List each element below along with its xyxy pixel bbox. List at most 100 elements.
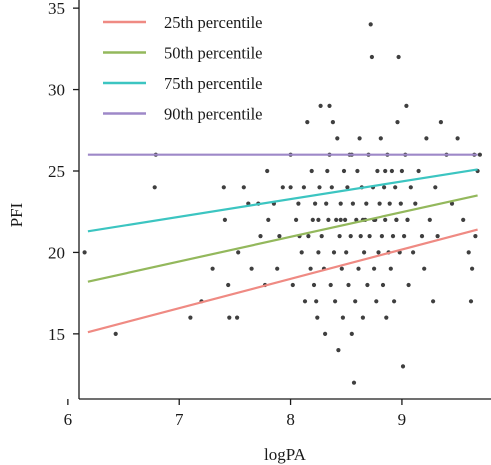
data-point	[394, 217, 399, 222]
data-point	[372, 266, 377, 271]
data-point	[353, 299, 358, 304]
y-tick-label: 20	[48, 243, 65, 262]
data-point	[346, 282, 351, 288]
data-point	[383, 217, 388, 222]
percentile-line-2	[87, 194, 478, 283]
data-point	[348, 234, 353, 239]
data-point	[318, 103, 323, 108]
data-point	[433, 185, 438, 190]
data-point	[344, 250, 349, 255]
data-point	[438, 120, 443, 125]
data-point	[466, 250, 471, 255]
data-point	[424, 136, 429, 141]
data-point	[301, 185, 306, 190]
y-tick-label: 30	[48, 81, 65, 100]
data-point	[188, 315, 193, 320]
data-point	[402, 234, 407, 239]
axis-ticks: 6 7 8 9 15 20 25 30 35	[48, 0, 406, 429]
data-point	[358, 234, 363, 239]
data-point	[294, 217, 299, 222]
data-point	[382, 185, 387, 190]
data-point	[367, 234, 372, 239]
data-point	[288, 185, 293, 190]
data-point	[419, 234, 425, 239]
data-point	[331, 250, 337, 255]
data-point	[323, 331, 328, 336]
data-point	[427, 217, 432, 222]
data-point	[316, 217, 321, 222]
data-point	[349, 331, 354, 336]
data-point	[305, 120, 310, 125]
data-point	[395, 120, 400, 125]
data-point	[339, 266, 344, 271]
data-point	[408, 185, 413, 190]
x-axis-title: logPA	[264, 445, 307, 464]
data-point	[341, 168, 347, 174]
data-point	[310, 217, 315, 222]
percentile-line-1	[87, 228, 478, 334]
data-point	[343, 217, 348, 222]
data-point	[357, 136, 362, 141]
data-point	[152, 185, 157, 190]
data-point	[210, 266, 215, 271]
data-point	[383, 168, 388, 174]
data-point	[236, 250, 241, 255]
x-tick-label: 7	[175, 410, 184, 429]
data-point	[416, 168, 421, 174]
data-point	[330, 120, 335, 125]
data-point	[351, 380, 357, 385]
data-point	[302, 299, 308, 304]
data-point	[277, 234, 282, 239]
data-point	[336, 348, 341, 353]
data-point	[470, 266, 475, 271]
data-point	[327, 103, 332, 108]
data-point	[389, 168, 394, 174]
data-point	[375, 168, 380, 174]
data-point	[249, 266, 254, 271]
data-point	[364, 201, 369, 206]
data-point	[390, 234, 396, 239]
data-point	[413, 201, 418, 206]
legend-label-3: 75th percentile	[164, 74, 263, 93]
data-point	[308, 266, 313, 271]
data-point	[338, 201, 343, 206]
y-tick-label: 15	[48, 325, 65, 344]
data-point	[316, 250, 321, 255]
data-points	[82, 22, 482, 385]
legend: 25th percentile 50th percentile 75th perce…	[103, 13, 263, 124]
data-point	[365, 282, 370, 288]
axes	[78, 0, 491, 400]
data-point	[396, 54, 401, 60]
data-point	[377, 201, 382, 206]
data-point	[329, 185, 334, 190]
data-point	[360, 315, 365, 320]
data-point	[449, 201, 455, 206]
data-point	[227, 315, 232, 320]
data-point	[398, 201, 403, 206]
data-point	[319, 234, 324, 239]
data-point	[468, 299, 474, 304]
data-point	[275, 266, 280, 271]
data-point	[222, 217, 227, 222]
data-point	[335, 136, 340, 141]
data-point	[384, 315, 389, 320]
data-point	[82, 250, 87, 255]
legend-label-1: 25th percentile	[164, 13, 263, 32]
data-point	[313, 201, 318, 206]
data-point	[477, 152, 482, 157]
data-point	[355, 168, 360, 174]
data-point	[405, 217, 410, 222]
data-point	[345, 185, 350, 190]
data-point	[378, 136, 383, 141]
data-point	[306, 234, 311, 239]
percentile-lines	[87, 153, 478, 334]
data-point	[328, 282, 333, 288]
x-tick-label: 9	[398, 410, 407, 429]
legend-label-4: 90th percentile	[164, 105, 263, 124]
data-point	[369, 54, 374, 60]
data-point	[376, 250, 381, 255]
data-point	[258, 234, 263, 239]
data-point	[113, 331, 118, 336]
data-point	[431, 299, 436, 304]
